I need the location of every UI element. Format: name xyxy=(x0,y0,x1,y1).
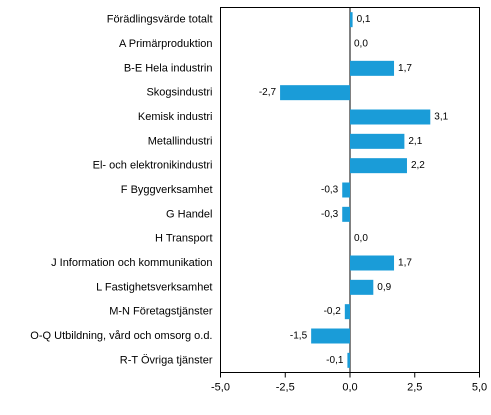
category-label: R-T Övriga tjänster xyxy=(120,354,213,366)
category-label: El- och elektronikindustri xyxy=(93,160,213,172)
x-tick-label: 5,0 xyxy=(472,382,487,394)
value-label: 1,7 xyxy=(398,63,412,74)
value-label: -0,3 xyxy=(321,185,339,196)
bar xyxy=(311,328,350,344)
category-label: Kemisk industri xyxy=(138,111,213,123)
value-label: 0,0 xyxy=(354,233,368,244)
category-label: Skogsindustri xyxy=(146,87,212,99)
bar xyxy=(350,133,405,149)
value-label: 1,7 xyxy=(398,258,412,269)
bar xyxy=(342,182,350,198)
value-label: 2,2 xyxy=(411,160,425,171)
bar xyxy=(280,85,350,101)
bar xyxy=(350,279,374,295)
category-label: Förädlingsvärde totalt xyxy=(107,14,213,26)
bar xyxy=(350,158,407,174)
category-label: F Byggverksamhet xyxy=(121,184,213,196)
x-tick-label: -5,0 xyxy=(211,382,230,394)
value-label: -1,5 xyxy=(290,331,308,342)
bar xyxy=(347,352,350,368)
category-label: A Primärproduktion xyxy=(119,38,213,50)
bar xyxy=(350,255,395,271)
bar xyxy=(350,12,353,28)
category-label: B-E Hela industrin xyxy=(124,62,213,74)
bar xyxy=(344,304,350,320)
category-label: O-Q Utbildning, vård och omsorg o.d. xyxy=(30,330,212,342)
bar xyxy=(342,206,350,222)
category-label: J Information och kommunikation xyxy=(51,257,212,269)
x-axis-ticks: -5,0 -2,5 0,0 2,5 5,0 xyxy=(211,372,487,394)
value-label: -2,7 xyxy=(259,87,277,98)
category-label: Metallindustri xyxy=(148,135,213,147)
category-label: L Fastighetsverksamhet xyxy=(96,281,212,293)
value-label: -0,1 xyxy=(326,355,344,366)
value-label: 2,1 xyxy=(408,136,422,147)
value-label: -0,3 xyxy=(321,209,339,220)
category-label: G Handel xyxy=(166,208,212,220)
value-label: 3,1 xyxy=(434,112,448,123)
bar xyxy=(350,60,395,76)
category-labels: Förädlingsvärde totalt A Primärproduktion… xyxy=(30,14,213,367)
x-tick-label: 2,5 xyxy=(407,382,422,394)
value-label: 0,0 xyxy=(354,39,368,50)
bars xyxy=(280,12,431,368)
value-labels: 0,1 0,0 1,7 -2,7 3,1 2,1 2,2 -0,3 -0,3 0,0 1,7 0,9 -… xyxy=(259,14,449,366)
x-tick-label: 0,0 xyxy=(342,382,357,394)
bar xyxy=(350,109,431,125)
value-label: -0,2 xyxy=(324,306,342,317)
value-label: 0,1 xyxy=(357,14,371,25)
value-label: 0,9 xyxy=(377,282,391,293)
category-label: M-N Företagstjänster xyxy=(109,306,213,318)
category-label: H Transport xyxy=(155,233,212,245)
x-tick-label: -2,5 xyxy=(276,382,295,394)
